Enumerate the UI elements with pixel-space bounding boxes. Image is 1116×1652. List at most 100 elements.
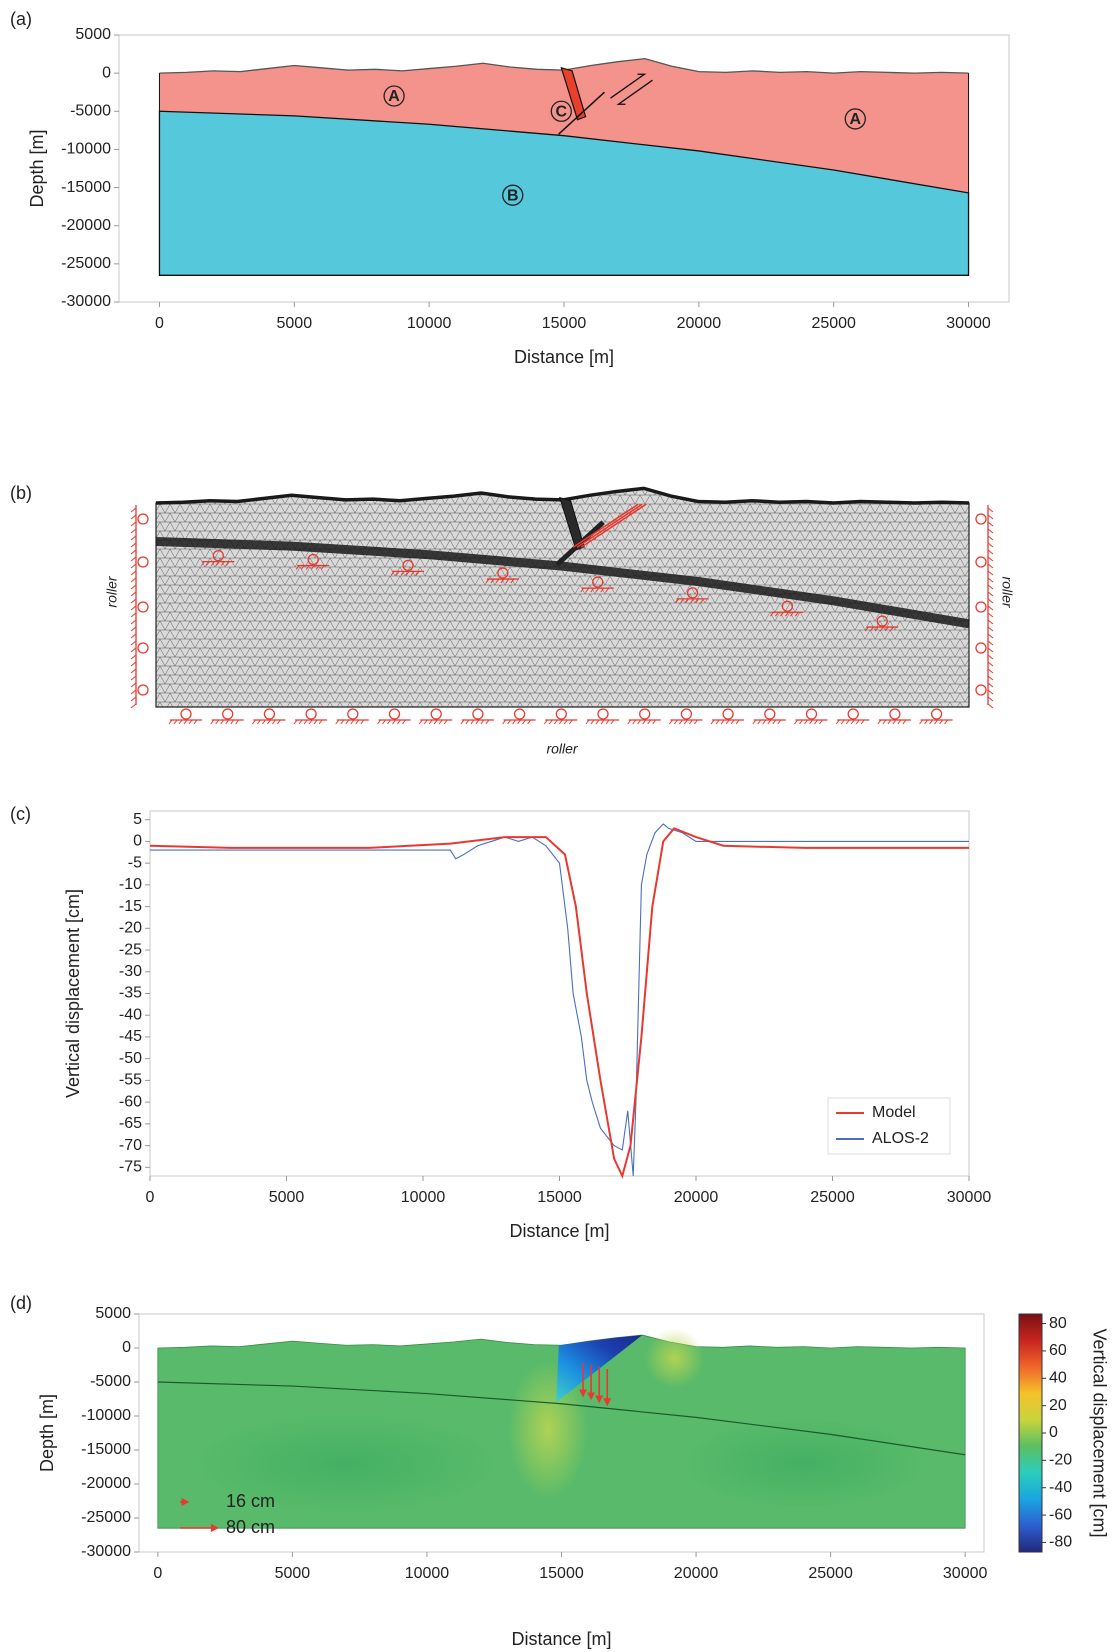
arrow-key-label: 16 cm bbox=[226, 1491, 275, 1511]
roller-hatch bbox=[130, 696, 137, 702]
x-tick-label: 20000 bbox=[677, 315, 722, 332]
roller-hatch bbox=[423, 719, 428, 725]
roller-hatch bbox=[193, 719, 198, 725]
roller-hatch bbox=[675, 598, 679, 604]
y-tick-label: -30000 bbox=[61, 293, 111, 310]
roller-hatch bbox=[987, 689, 994, 695]
roller-hatch bbox=[251, 719, 256, 725]
roller-hatch bbox=[310, 565, 315, 570]
y-tick-label: 0 bbox=[102, 64, 111, 81]
data-line bbox=[150, 823, 969, 1177]
roller-hatch bbox=[130, 605, 137, 611]
roller-hatch bbox=[770, 611, 774, 617]
roller-hatch bbox=[505, 578, 510, 584]
roller-hatch bbox=[130, 626, 137, 632]
roller-hatch bbox=[130, 549, 137, 555]
roller-hatch bbox=[130, 563, 137, 569]
roller-hatch bbox=[512, 719, 516, 725]
roller-hatch bbox=[168, 719, 173, 725]
roller-hatch bbox=[130, 577, 137, 583]
roller-hatch bbox=[475, 719, 480, 725]
roller-hatch bbox=[517, 719, 521, 725]
roller-hatch bbox=[762, 719, 767, 725]
x-tick-label: 30000 bbox=[947, 1189, 992, 1206]
x-tick-label: 10000 bbox=[405, 1565, 450, 1582]
roller-hatch bbox=[210, 719, 215, 725]
roller-support bbox=[137, 513, 149, 525]
roller-hatch bbox=[684, 719, 688, 725]
roller-hatch bbox=[130, 507, 137, 513]
roller-hatch bbox=[987, 528, 994, 534]
roller-hatch bbox=[987, 521, 994, 527]
roller-hatch bbox=[130, 668, 137, 674]
y-tick-label: -55 bbox=[119, 1072, 142, 1089]
roller-hatch bbox=[130, 640, 137, 646]
roller-hatch bbox=[350, 719, 355, 725]
roller-support bbox=[597, 708, 609, 720]
roller-hatch bbox=[987, 668, 994, 674]
roller-hatch bbox=[130, 591, 137, 597]
roller-support bbox=[680, 708, 693, 720]
roller-hatch bbox=[987, 598, 994, 604]
roller-hatch bbox=[200, 561, 205, 566]
roller-hatch bbox=[485, 719, 490, 725]
y-tick-label: 5000 bbox=[95, 1305, 131, 1322]
colorbar-tick-label: -80 bbox=[1049, 1534, 1072, 1551]
roller-hatch bbox=[987, 542, 994, 548]
roller-hatch bbox=[130, 514, 137, 520]
roller-hatch bbox=[794, 719, 798, 725]
annotation-circle bbox=[383, 85, 405, 107]
roller-hatch bbox=[987, 556, 994, 562]
roller-hatch bbox=[987, 626, 994, 632]
roller-hatch bbox=[553, 719, 558, 725]
x-tick-label: 30000 bbox=[946, 315, 991, 332]
roller-hatch bbox=[256, 719, 261, 725]
roller-hatch bbox=[495, 578, 500, 584]
y-tick-label: -40 bbox=[119, 1006, 142, 1023]
roller-support bbox=[263, 708, 276, 720]
roller-hatch bbox=[130, 528, 137, 534]
roller-hatch bbox=[987, 696, 994, 702]
roller-support bbox=[430, 708, 442, 720]
roller-support bbox=[137, 642, 149, 654]
roller-support bbox=[639, 708, 651, 720]
field-shade bbox=[683, 1418, 924, 1509]
roller-hatch bbox=[689, 719, 693, 725]
roller-hatch bbox=[845, 719, 850, 725]
mesh-interface bbox=[155, 536, 970, 629]
y-tick-label: -20000 bbox=[61, 217, 111, 234]
x-tick-label: 15000 bbox=[542, 315, 587, 332]
roller-hatch bbox=[850, 719, 855, 725]
roller-hatch bbox=[605, 719, 610, 725]
roller-hatch bbox=[308, 719, 313, 725]
roller-hatch bbox=[300, 565, 305, 570]
roller-hatch bbox=[710, 719, 715, 725]
roller-hatch bbox=[395, 571, 400, 576]
y-tick-label: -65 bbox=[119, 1115, 142, 1132]
roller-hatch bbox=[215, 561, 220, 566]
x-tick-label: 30000 bbox=[943, 1565, 988, 1582]
colorbar-tick-label: -20 bbox=[1049, 1452, 1072, 1469]
roller-hatch bbox=[642, 719, 647, 725]
roller-hatch bbox=[130, 682, 137, 688]
colorbar-tick-label: -60 bbox=[1049, 1506, 1072, 1523]
roller-hatch bbox=[340, 719, 345, 725]
roller-hatch bbox=[130, 584, 137, 590]
x-axis-label: Distance [m] bbox=[514, 347, 614, 367]
roller-support bbox=[555, 708, 567, 720]
roller-hatch bbox=[173, 719, 178, 725]
roller-hatch bbox=[987, 640, 994, 646]
roller-hatch bbox=[757, 719, 762, 725]
roller-hatch bbox=[987, 563, 994, 569]
y-tick-label: -10 bbox=[119, 876, 142, 893]
x-axis-label: Distance [m] bbox=[511, 1629, 611, 1649]
roller-hatch bbox=[819, 719, 823, 725]
roller-hatch bbox=[215, 719, 220, 725]
roller-support bbox=[930, 708, 943, 720]
roller-support bbox=[347, 708, 359, 720]
roller-support bbox=[137, 601, 149, 613]
y-tick-label: -5000 bbox=[90, 1373, 131, 1390]
roller-hatch bbox=[225, 719, 230, 725]
x-tick-label: 25000 bbox=[811, 315, 856, 332]
roller-hatch bbox=[225, 561, 230, 566]
